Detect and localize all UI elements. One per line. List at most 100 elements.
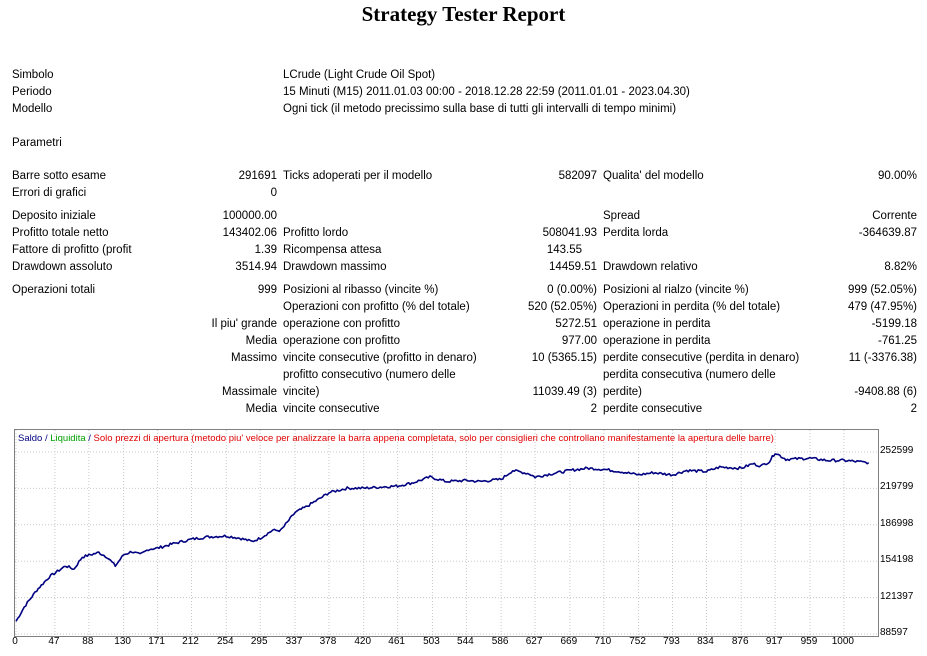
- period-label: Periodo: [12, 86, 52, 98]
- x-tick-label: 420: [354, 636, 372, 647]
- largest-loss-value: -5199.18: [871, 318, 917, 330]
- drawdown-maximal-label: Drawdown massimo: [283, 261, 387, 273]
- maximal-loss-value: -9408.88 (6): [854, 386, 917, 398]
- spread-label: Spread: [603, 210, 641, 222]
- avg-consecutive-wins-label: vincite consecutive: [283, 403, 380, 415]
- max-consecutive-losses-label: perdite consecutive (perdita in denaro): [603, 352, 800, 364]
- x-tick-label: 544: [457, 636, 474, 647]
- legend-saldo: Saldo: [18, 433, 43, 444]
- profit-factor-label: Fattore di profitto (profit: [12, 244, 132, 256]
- largest-label: Il piu' grande: [211, 318, 278, 330]
- y-tick-label: 88597: [880, 627, 908, 638]
- net-profit-value: 143402.06: [222, 227, 277, 239]
- errors-label: Errori di grafici: [12, 187, 87, 199]
- bars-label: Barre sotto esame: [12, 170, 106, 182]
- x-tick-label: 212: [182, 636, 199, 647]
- y-tick-label: 186998: [880, 517, 914, 529]
- quality-value: 90.00%: [877, 170, 917, 182]
- y-tick-label: 252599: [880, 445, 914, 456]
- largest-loss-label: operazione in perdita: [603, 318, 711, 330]
- drawdown-relative-label: Drawdown relativo: [603, 261, 698, 273]
- x-tick-label: 337: [285, 636, 303, 647]
- long-positions-label: Posizioni al rialzo (vincite %): [603, 284, 749, 296]
- drawdown-relative-value: 8.82%: [884, 261, 917, 273]
- average-loss-value: -761.25: [877, 335, 917, 347]
- x-tick-label: 586: [491, 636, 509, 647]
- short-positions-label: Posizioni al ribasso (vincite %): [283, 284, 439, 296]
- maximal-profit-value: 11039.49 (3): [532, 386, 597, 398]
- drawdown-maximal-value: 14459.51: [549, 261, 597, 273]
- y-tick-label: 121397: [880, 590, 914, 602]
- max-consecutive-losses-value: 11 (-3376.38): [848, 352, 917, 364]
- deposit-value: 100000.00: [222, 210, 277, 222]
- x-tick-label: 503: [423, 636, 440, 647]
- params-label: Parametri: [12, 137, 62, 149]
- largest-profit-label: operazione con profitto: [283, 318, 400, 330]
- average-label: Media: [245, 335, 277, 347]
- maximum-label: Massimo: [230, 352, 277, 364]
- errors-value: 0: [270, 187, 277, 199]
- average-profit-label: operazione con profitto: [283, 335, 400, 347]
- average-loss-label: operazione in perdita: [603, 335, 711, 347]
- loss-trades-value: 479 (47.95%): [847, 301, 917, 313]
- x-tick-label: 959: [800, 636, 818, 647]
- maximal-loss-label-line2: perdite): [603, 386, 642, 398]
- x-tick-label: 917: [765, 636, 783, 647]
- avg-consecutive-losses-value: 2: [910, 403, 917, 415]
- loss-trades-label: Operazioni in perdita (% del totale): [603, 301, 781, 313]
- net-profit-label: Profitto totale netto: [12, 227, 109, 239]
- maximal-profit-label-line2: vincite): [283, 386, 320, 398]
- model-value: Ogni tick (il metodo precissimo sulla ba…: [283, 103, 677, 115]
- y-tick-label: 154198: [880, 554, 914, 566]
- expected-payoff-label: Ricompensa attesa: [283, 244, 382, 256]
- legend-liquidita: Liquidita: [50, 433, 86, 444]
- series-line-saldo: [15, 453, 870, 622]
- x-tick-label: 627: [525, 636, 543, 647]
- x-tick-label: 876: [731, 636, 749, 647]
- x-tick-label: 378: [319, 636, 337, 647]
- profit-factor-value: 1.39: [254, 244, 277, 256]
- x-tick-label: 130: [114, 636, 131, 647]
- x-tick-label: 47: [48, 636, 60, 647]
- expected-payoff-value: 143.55: [546, 244, 582, 256]
- x-tick-label: 254: [216, 636, 234, 647]
- gross-loss-value: -364639.87: [858, 227, 917, 239]
- maximal-label: Massimale: [222, 386, 277, 398]
- average-consecutive-label: Media: [245, 403, 277, 415]
- x-tick-label: 295: [250, 636, 268, 647]
- gross-loss-label: Perdita lorda: [603, 227, 669, 239]
- x-tick-label: 669: [560, 636, 578, 647]
- chart-legend: Saldo / Liquidita / Solo prezzi di apert…: [18, 433, 774, 444]
- legend-separator-2: /: [85, 433, 94, 444]
- drawdown-absolute-label: Drawdown assoluto: [12, 261, 113, 273]
- period-value: 15 Minuti (M15) 2011.01.03 00:00 - 2018.…: [283, 86, 690, 98]
- x-tick-label: 461: [388, 636, 405, 647]
- largest-profit-value: 5272.51: [555, 318, 597, 330]
- maximal-loss-label-line1: perdita consecutiva (numero delle: [603, 369, 776, 381]
- gross-profit-label: Profitto lordo: [283, 227, 349, 239]
- deposit-label: Deposito iniziale: [12, 210, 96, 222]
- symbol-label: Simbolo: [12, 69, 54, 81]
- report-title: Strategy Tester Report: [361, 2, 566, 26]
- x-tick-label: 710: [594, 636, 612, 647]
- long-positions-value: 999 (52.05%): [847, 284, 917, 296]
- model-label: Modello: [12, 103, 53, 115]
- max-consecutive-wins-label: vincite consecutive (profitto in denaro): [283, 352, 477, 364]
- x-tick-label: 834: [697, 636, 714, 647]
- ticks-value: 582097: [558, 170, 597, 182]
- avg-consecutive-wins-value: 2: [590, 403, 597, 415]
- profit-trades-label: Operazioni con profitto (% del totale): [283, 301, 470, 313]
- balance-chart: [14, 429, 879, 637]
- ticks-label: Ticks adoperati per il modello: [283, 170, 433, 182]
- x-tick-label: 0: [12, 636, 18, 647]
- x-tick-label: 793: [663, 636, 680, 647]
- x-tick-label: 1000: [831, 636, 854, 647]
- legend-note: Solo prezzi di apertura (metodo piu' vel…: [93, 433, 774, 444]
- profit-trades-value: 520 (52.05%): [527, 301, 597, 313]
- average-profit-value: 977.00: [561, 335, 597, 347]
- x-tick-label: 752: [629, 636, 646, 647]
- short-positions-value: 0 (0.00%): [547, 284, 597, 296]
- max-consecutive-wins-value: 10 (5365.15): [531, 352, 597, 364]
- maximal-profit-label-line1: profitto consecutivo (numero delle: [283, 369, 456, 381]
- legend-separator-1: /: [42, 433, 51, 444]
